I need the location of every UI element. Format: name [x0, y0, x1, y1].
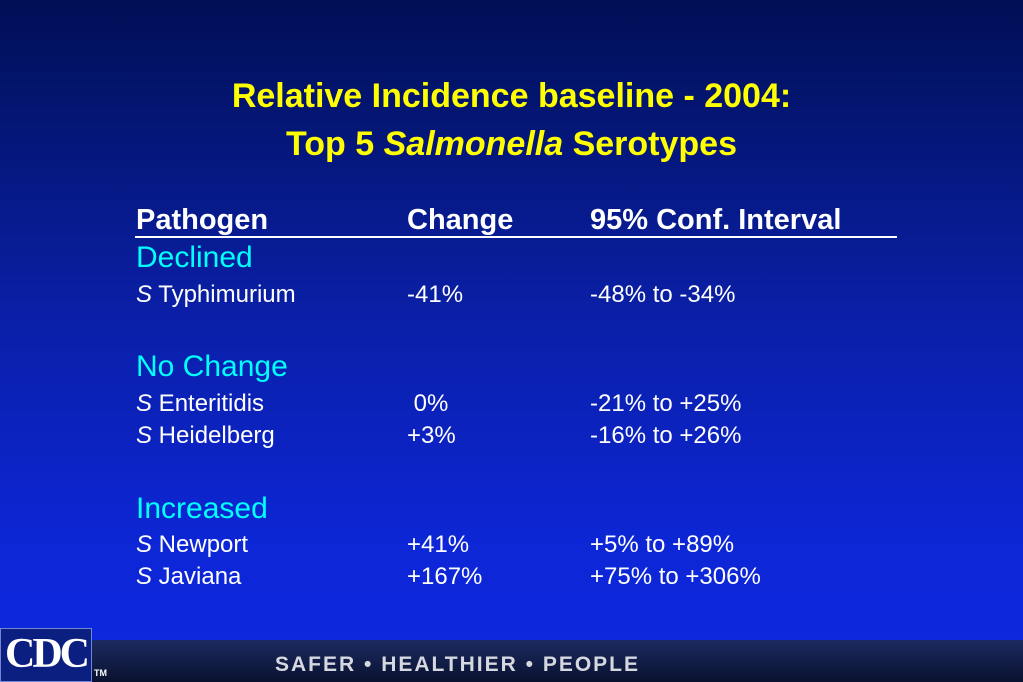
title-italic-genus: Salmonella	[383, 125, 564, 163]
genus-abbrev: S	[136, 531, 153, 558]
row-pathogen: S Typhimurium	[136, 280, 296, 310]
row-pathogen: S Newport	[136, 530, 248, 560]
serotype-name: Typhimurium	[152, 281, 296, 308]
slide-title-line-1: Relative Incidence baseline - 2004:	[231, 77, 792, 115]
row-pathogen: S Javiana	[136, 562, 241, 592]
trademark-mark: TM	[94, 668, 107, 678]
section-no-change: No Change	[136, 350, 288, 383]
cdc-logo-text: CDC	[5, 631, 90, 677]
serotype-name: Javiana	[152, 563, 242, 590]
section-declined: Declined	[136, 241, 253, 274]
title-prefix: Top 5	[286, 125, 384, 163]
header-pathogen: Pathogen	[136, 204, 269, 236]
footer-slogan: SAFER • HEALTHIER • PEOPLE	[275, 653, 641, 676]
row-pathogen: S Enteritidis	[136, 389, 264, 419]
row-interval: +75% to +306%	[590, 563, 761, 590]
row-interval: +5% to +89%	[590, 531, 735, 558]
serotype-name: Enteritidis	[152, 390, 265, 417]
genus-abbrev: S	[136, 390, 153, 417]
cdc-logo: CDC	[0, 628, 92, 682]
row-interval: -48% to -34%	[590, 281, 736, 308]
row-change: 0%	[407, 390, 449, 417]
header-underline	[135, 236, 897, 238]
genus-abbrev: S	[136, 563, 153, 590]
footer-bar	[0, 640, 1023, 682]
serotype-name: Heidelberg	[152, 422, 275, 449]
title-suffix: Serotypes	[563, 125, 737, 163]
header-change: Change	[407, 204, 514, 236]
row-change: -41%	[407, 281, 464, 308]
header-conf-interval: 95% Conf. Interval	[590, 204, 842, 236]
row-pathogen: S Heidelberg	[136, 421, 275, 451]
row-change: +167%	[407, 563, 483, 590]
row-change: +41%	[407, 531, 470, 558]
row-change: +3%	[407, 422, 456, 449]
row-interval: -21% to +25%	[590, 390, 742, 417]
section-increased: Increased	[136, 492, 268, 525]
slide-title-line-2: Top 5 Salmonella Serotypes	[0, 124, 1023, 164]
serotype-name: Newport	[152, 531, 249, 558]
row-interval: -16% to +26%	[590, 422, 742, 449]
genus-abbrev: S	[136, 422, 153, 449]
genus-abbrev: S	[136, 281, 153, 308]
